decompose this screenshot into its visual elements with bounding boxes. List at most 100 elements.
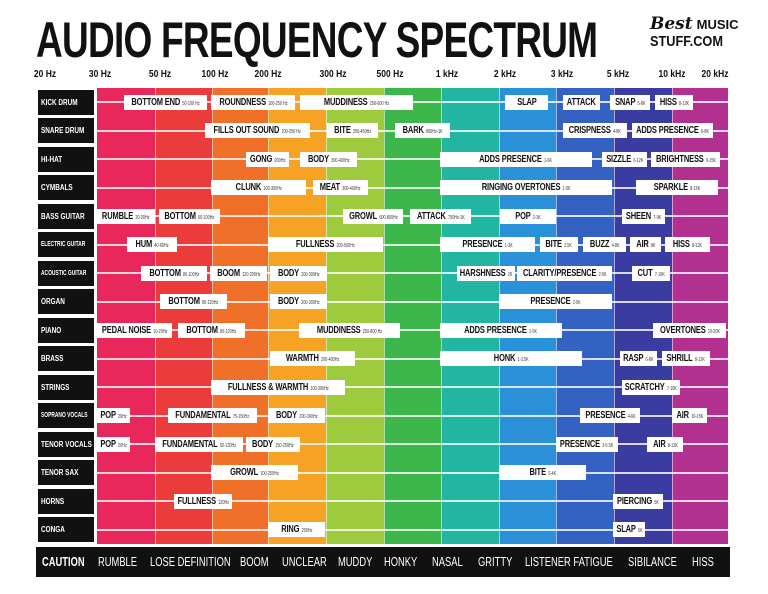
- tag-name: BARK: [402, 125, 424, 137]
- instrument-name: PIANO: [41, 325, 62, 335]
- instrument-label: BASS GUITAR: [38, 203, 94, 229]
- tag-content: BRIGHTNESS 9-15K: [656, 154, 716, 165]
- tag-name: PRESENCE: [530, 296, 571, 308]
- tag-content: BARK 800Hz-1K: [402, 125, 442, 136]
- tag-name: BODY: [275, 410, 297, 422]
- tag-content: MUDDINESS 250-800 Hz: [317, 325, 382, 336]
- tag-range: 75-150Hz: [233, 414, 250, 421]
- instrument-name: CONGA: [41, 525, 65, 535]
- tag-content: FULLNESS & WARMTH 100-300Hz: [228, 382, 329, 393]
- frequency-tag: SNAP 5-8K: [610, 94, 650, 110]
- tag-range: 2K: [507, 271, 513, 278]
- tag-content: ADDS PRESENCE 1-5K: [465, 325, 538, 336]
- tag-range: 2-3K: [532, 214, 541, 221]
- tag-range: 1-5K: [562, 186, 571, 193]
- tag-content: SIZZLE 6-12K: [606, 154, 643, 165]
- frequency-tag: PRESENCE 2-5K: [499, 294, 612, 310]
- frequency-tag: HONK 1-3.5K: [440, 351, 582, 367]
- tag-content: GROWL 100-250Hz: [230, 467, 279, 478]
- caution-word: SIBILANCE: [628, 554, 677, 569]
- caution-word: NASAL: [432, 554, 463, 569]
- caution-word: UNCLEAR: [282, 554, 327, 569]
- frequency-tag: SHEEN 7-9K: [622, 208, 665, 224]
- tag-name: HISS: [672, 239, 690, 251]
- instrument-label: SNARE DRUM: [38, 118, 94, 144]
- tag-range: 7-10K: [667, 385, 678, 392]
- frequency-tag: BITE 350-450Hz: [327, 123, 378, 139]
- tag-name: PRESENCE: [462, 239, 503, 251]
- frequency-tag: BITE 2-4K: [499, 465, 586, 481]
- instrument-name: ELECTRIC GUITAR: [41, 241, 86, 249]
- instrument-label: TENOR SAX: [38, 460, 94, 486]
- tag-content: AIR 8-13K: [653, 439, 678, 450]
- tag-name: CLARITY/PRESENCE: [522, 267, 597, 279]
- caution-word: HISS: [692, 554, 714, 569]
- tag-name: PRESENCE: [584, 410, 625, 422]
- tag-name: MUDDINESS: [316, 324, 361, 336]
- tag-range: 100-250Hz: [260, 471, 279, 478]
- frequency-tag: MUDDINESS 250-800 Hz: [299, 322, 400, 338]
- tag-content: FUNDAMENTAL 50-120Hz: [162, 439, 236, 450]
- instrument-label: ELECTRIC GUITAR: [38, 232, 94, 258]
- frequency-tag: ADDS PRESENCE 1-5K: [440, 322, 562, 338]
- tag-name: GROWL: [230, 467, 259, 479]
- tag-range: 100-300Hz: [310, 385, 329, 392]
- tag-range: 150-250Hz: [275, 442, 294, 449]
- tag-range: 8-12K: [678, 100, 689, 107]
- tag-name: POP: [100, 410, 116, 422]
- tag-content: SPARKLE 8-15K: [654, 182, 701, 193]
- tag-name: OVERTONES: [659, 324, 706, 336]
- tag-content: CLUNK 100-300Hz: [235, 182, 281, 193]
- tag-name: CLUNK: [235, 182, 261, 194]
- frequency-label: 50 Hz: [148, 69, 172, 80]
- tag-name: POP: [100, 438, 116, 450]
- tag-content: BOOM 120-200Hz: [217, 268, 260, 279]
- tag-range: 20Hz: [117, 414, 127, 421]
- frequency-tag: ADDS PRESENCE 6-8K: [632, 123, 713, 139]
- instrument-label: KICK DRUM: [38, 89, 94, 115]
- tag-name: SLAP: [615, 524, 636, 536]
- instrument-label: BRASS: [38, 346, 94, 372]
- tag-range: 5K: [654, 499, 659, 506]
- caution-word: HONKY: [384, 554, 418, 569]
- tag-range: 10-20Hz: [153, 328, 168, 335]
- frequency-tag: ATTACK: [563, 94, 600, 110]
- frequency-tag: FUNDAMENTAL 50-120Hz: [155, 436, 243, 452]
- tag-content: HUM 40-60Hz: [135, 239, 168, 250]
- logo-music: MUSIC: [696, 17, 739, 32]
- frequency-label: 100 Hz: [201, 69, 229, 80]
- tag-content: ATTACK: [567, 97, 596, 108]
- tag-range: 6-8K: [700, 129, 709, 136]
- tag-content: BODY 200-300Hz: [278, 296, 320, 307]
- instrument-name: SOPRANO VOCALS: [41, 412, 88, 420]
- tag-name: ADDS PRESENCE: [479, 153, 543, 165]
- instrument-name: TENOR VOCALS: [41, 439, 92, 449]
- tag-range: 1-3K: [504, 243, 513, 250]
- tag-name: HONK: [493, 353, 516, 365]
- frequency-tag: PRESENCE 4-6K: [580, 408, 640, 424]
- frequency-tag: SIZZLE 6-12K: [602, 151, 647, 167]
- tag-name: BITE: [529, 467, 546, 479]
- instrument-label: CYMBALS: [38, 175, 94, 201]
- row-guide-line: [92, 329, 728, 332]
- frequency-tag: AIR 8K: [630, 237, 661, 253]
- row-guide-line: [92, 528, 728, 531]
- tag-content: BITE 350-450Hz: [334, 125, 371, 136]
- tag-name: PIERCING: [617, 495, 653, 507]
- caution-word: MUDDY: [338, 554, 373, 569]
- tag-name: HARSHNESS: [459, 267, 506, 279]
- instrument-name: KICK DRUM: [41, 97, 78, 107]
- tag-range: 2-5K: [598, 271, 607, 278]
- tag-name: BITE: [545, 239, 563, 251]
- frequency-tag: BODY 300-400Hz: [300, 151, 357, 167]
- tag-name: RING: [280, 524, 300, 536]
- band-divider: [499, 88, 500, 544]
- frequency-tag: CRISPNESS 4-8K: [563, 123, 627, 139]
- frequency-tag: PIERCING 5K: [613, 493, 663, 509]
- tag-range: 20Hz: [117, 442, 127, 449]
- frequency-tag: CLARITY/PRESENCE 2-5K: [517, 265, 612, 281]
- frequency-tag: ATTACK 700Hz-1K: [410, 208, 471, 224]
- frequency-label: 3 kHz: [550, 69, 574, 80]
- caution-word: RUMBLE: [98, 554, 138, 569]
- tag-content: FUNDAMENTAL 75-150Hz: [176, 410, 250, 421]
